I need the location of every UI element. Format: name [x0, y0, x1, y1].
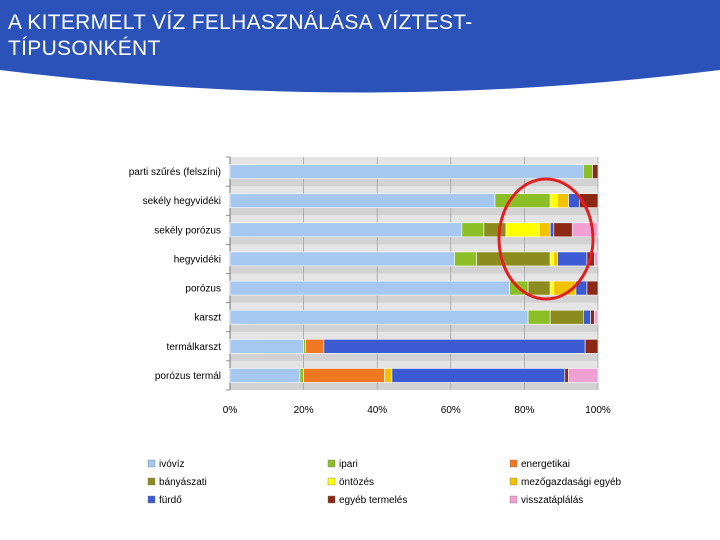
bars: [229, 164, 599, 383]
bar-segment: [590, 309, 595, 325]
bar-segment: [584, 339, 599, 354]
category-label: hegyvidéki: [174, 254, 221, 265]
x-tick-label: 100%: [585, 405, 611, 416]
category-labels: parti szűrés (felszíni) sekély hegyvidéki…: [129, 167, 221, 382]
bar-segment: [549, 193, 558, 208]
bar-segment: [483, 222, 507, 238]
bar-segment: [505, 222, 540, 238]
legend-label: mezőgazdasági egyéb: [521, 477, 622, 488]
bar-segment: [538, 222, 551, 238]
bar-segment: [592, 164, 599, 179]
bar-segment: [476, 251, 551, 267]
legend-swatch: [147, 459, 156, 468]
bar-segment: [303, 368, 385, 383]
bar-segment: [549, 251, 555, 267]
legend-swatch: [147, 495, 156, 504]
bar-segment: [384, 368, 393, 383]
bar-segment: [586, 280, 599, 296]
x-tick-label: 20%: [294, 405, 314, 416]
bar-segment: [527, 309, 551, 325]
bar-segment: [229, 222, 463, 238]
page-title: A KITERMELT VÍZ FELHASZNÁLÁSA VÍZTEST-TÍ…: [8, 11, 473, 60]
legend: ivóvíz ipari energetikai bányászati öntözés m…: [147, 459, 622, 506]
bar-segment: [454, 251, 477, 267]
legend-label: öntözés: [339, 477, 374, 488]
highlight-ellipse: [497, 177, 595, 301]
legend-label: egyéb termelés: [339, 495, 407, 506]
category-label: porózus: [185, 284, 221, 295]
slide-header: A KITERMELT VÍZ FELHASZNÁLÁSA VÍZTEST-TÍ…: [0, 0, 720, 100]
legend-label: fürdő: [159, 495, 182, 506]
bar-segment: [494, 193, 551, 208]
category-label: termálkarszt: [167, 342, 222, 353]
legend-swatch: [509, 495, 518, 504]
x-tick-labels: 0% 20% 40% 60% 80% 100%: [223, 405, 611, 416]
legend-label: bányászati: [159, 477, 207, 488]
legend-swatch: [147, 477, 156, 486]
x-tick-label: 80%: [514, 405, 534, 416]
bar-segment: [557, 251, 588, 267]
category-label: porózus termál: [155, 371, 221, 382]
bar-segment: [582, 309, 591, 325]
x-tick-label: 40%: [367, 405, 387, 416]
legend-label: energetikai: [521, 459, 570, 470]
bar-segment: [549, 309, 584, 325]
plot-background: [230, 157, 598, 390]
legend-swatch: [509, 459, 518, 468]
bar-segment: [229, 339, 304, 354]
legend-label: visszatáplálás: [521, 495, 583, 506]
bar-segment: [229, 368, 301, 383]
bar-segment: [594, 309, 599, 325]
legend-swatch: [327, 459, 336, 468]
bar-segment: [299, 368, 304, 383]
bar-segment: [229, 251, 455, 267]
bar-segment: [549, 222, 555, 238]
bar-segment: [229, 309, 529, 325]
bar-segment: [582, 164, 593, 179]
category-label: karszt: [194, 313, 221, 324]
header-background: [0, 0, 720, 93]
category-label: sekély porózus: [154, 225, 221, 236]
bar-segment: [391, 368, 566, 383]
bar-segment: [323, 339, 586, 354]
x-tick-label: 60%: [441, 405, 461, 416]
legend-swatch: [327, 495, 336, 504]
bar-segment: [557, 193, 569, 208]
bar-segment: [305, 339, 325, 354]
legend-swatch: [509, 477, 518, 486]
legend-label: ivóvíz: [159, 459, 185, 470]
legend-label: ipari: [339, 459, 358, 470]
bar-segment: [229, 164, 584, 179]
bar-segment: [527, 280, 551, 296]
bar-segment: [549, 280, 555, 296]
category-label: parti szűrés (felszíni): [129, 167, 221, 178]
legend-swatch: [327, 477, 336, 486]
bar-segment: [568, 368, 599, 383]
bar-segment: [553, 222, 573, 238]
bar-segment: [594, 251, 599, 267]
category-label: sekély hegyvidéki: [143, 196, 221, 207]
bar-segment: [564, 368, 569, 383]
bar-segment: [229, 193, 496, 208]
bar-segment: [553, 251, 558, 267]
bar-segment: [461, 222, 485, 238]
x-tick-label: 0%: [223, 405, 238, 416]
bar-segment: [229, 280, 510, 296]
annotation: [497, 177, 595, 301]
header-shape: [0, 0, 720, 93]
